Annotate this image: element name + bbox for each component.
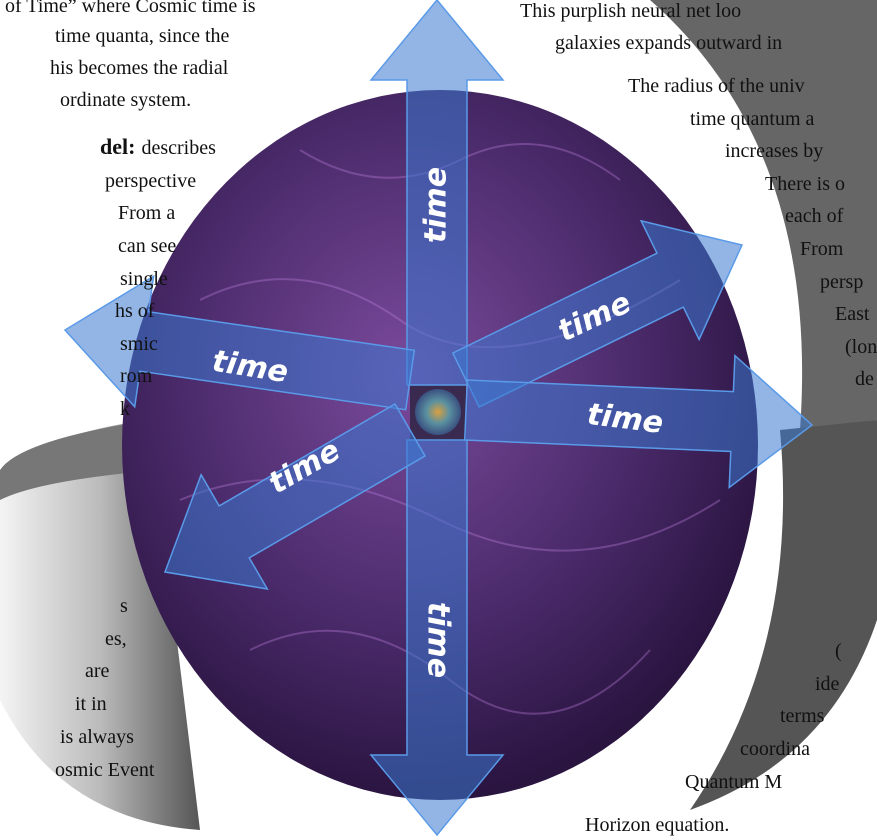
shell-rim (0, 420, 160, 500)
text-line: each of (785, 205, 844, 227)
text-line: smic (120, 333, 158, 355)
text-line: ide (815, 673, 840, 695)
text-line: are (85, 660, 110, 682)
text-line: rom (120, 365, 153, 387)
text-line: his becomes the radial (50, 57, 229, 79)
text-line: From a (118, 202, 175, 224)
text-line: it in (75, 693, 107, 715)
text-line: This purplish neural net loo (520, 0, 741, 22)
arrow (369, 0, 505, 386)
text-line: del: describes (100, 134, 216, 159)
text-line: East (835, 303, 870, 325)
text-line: galaxies expands outward in (555, 32, 782, 54)
text-line: The radius of the univ (628, 75, 805, 97)
text-line: is always (60, 726, 134, 748)
text-line: Quantum M (685, 771, 782, 793)
text-line: time quanta, since the (55, 25, 230, 47)
text-line: There is o (765, 173, 845, 195)
text-line: ( (835, 640, 842, 662)
text-line: coordina (740, 738, 810, 760)
text-line: Horizon equation. (585, 814, 729, 836)
text-run: describes (141, 137, 216, 159)
text-line: es, (105, 628, 127, 650)
arrow (163, 403, 427, 590)
text-line: From (800, 238, 844, 260)
shell-right (650, 0, 877, 430)
text-line: osmic Event (55, 759, 155, 781)
arrow-label: time (421, 602, 456, 678)
text-line: ordinate system. (60, 89, 191, 111)
bold-term: del: (100, 134, 135, 159)
text-line: (lon (845, 336, 877, 358)
text-line: time quantum a (690, 108, 815, 130)
arrow-label: time (419, 167, 454, 243)
arrow (463, 353, 814, 490)
text-line: of Time” where Cosmic time is (5, 0, 256, 17)
text-line: persp (820, 271, 863, 293)
text-line: can see (118, 235, 176, 257)
text-line: increases by (725, 140, 823, 162)
text-line: s (120, 595, 128, 617)
text-line: k (120, 398, 130, 420)
cmb-ball (415, 389, 461, 435)
text-line: single (120, 268, 168, 290)
arrow (451, 219, 744, 408)
text-line: de (855, 368, 874, 390)
text-line: perspective (105, 170, 196, 192)
shell-right-lower (690, 420, 877, 810)
text-line: terms (780, 705, 825, 727)
text-line: hs of (115, 300, 155, 322)
arrow (369, 439, 505, 837)
arrow (63, 274, 416, 411)
